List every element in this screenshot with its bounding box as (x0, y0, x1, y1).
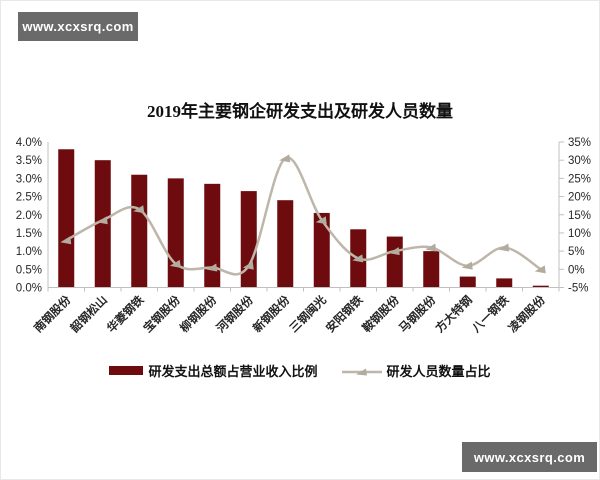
left-axis-tick-label: 3.5% (16, 155, 42, 167)
bar-方大特钢 (459, 276, 476, 288)
bar-韶钢松山 (94, 160, 111, 288)
category-label-华菱钢铁: 华菱钢铁 (104, 292, 147, 335)
bar-series-swatch-icon (109, 366, 144, 375)
legend-label-line-series: 研发人员数量占比 (386, 364, 491, 379)
right-axis-tick-label: 30% (568, 155, 591, 167)
category-label-马钢股份: 马钢股份 (396, 292, 439, 335)
right-axis-tick-label: 10% (568, 228, 591, 240)
bar-新钢股份 (277, 200, 294, 288)
chart-title: 2019年主要钢企研发支出及研发人员数量 (147, 102, 453, 121)
line-marker-马钢股份 (425, 243, 437, 252)
line-marker-三钢闽光 (315, 216, 327, 225)
category-label-鞍钢股份: 鞍钢股份 (359, 292, 402, 335)
bar-柳钢股份 (204, 183, 221, 288)
right-axis-tick-label: 15% (568, 210, 591, 222)
category-label-新钢股份: 新钢股份 (250, 292, 293, 335)
right-axis-tick-label: 25% (568, 173, 591, 185)
left-axis-tick-label: 3.0% (16, 173, 42, 185)
category-label-韶钢松山: 韶钢松山 (67, 293, 109, 335)
bar-八一钢铁 (496, 278, 513, 288)
line-marker-河钢股份 (242, 261, 254, 270)
left-axis-tick-label: 2.5% (16, 192, 42, 204)
left-axis-tick-label: 1.0% (16, 246, 42, 258)
left-axis-tick-label: 4.0% (16, 137, 42, 149)
line-marker-韶钢松山 (96, 216, 108, 225)
bar-凌钢股份 (532, 285, 549, 288)
bar-南钢股份 (58, 149, 75, 288)
line-marker-鞍钢股份 (388, 247, 400, 256)
line-marker-凌钢股份 (534, 265, 546, 274)
line-series-path (65, 156, 542, 276)
category-label-宝钢股份: 宝钢股份 (140, 292, 183, 335)
watermark-bottom-right: www.xcxsrq.com (462, 442, 597, 472)
line-marker-柳钢股份 (206, 263, 218, 272)
left-axis-tick-label: 1.5% (16, 228, 42, 240)
bar-三钢闽光 (313, 212, 330, 288)
left-axis-tick-label: 0.0% (16, 283, 42, 295)
legend-item-bar-series: 研发支出总额占营业收入比例 (109, 361, 318, 380)
category-label-河钢股份: 河钢股份 (213, 292, 256, 335)
line-marker-宝钢股份 (169, 259, 181, 268)
right-axis-tick-label: 5% (568, 246, 585, 258)
category-label-凌钢股份: 凌钢股份 (505, 292, 548, 335)
left-axis-tick-label: 2.0% (16, 210, 42, 222)
category-label-三钢闽光: 三钢闽光 (286, 292, 329, 335)
category-label-柳钢股份: 柳钢股份 (177, 292, 220, 335)
chart-legend: 研发支出总额占营业收入比例 研发人员数量占比 (1, 361, 599, 380)
line-marker-八一钢铁 (498, 243, 510, 252)
watermark-top-left: www.xcxsrq.com (18, 12, 138, 41)
line-marker-方大特钢 (461, 261, 473, 270)
line-marker-安阳钢铁 (352, 254, 364, 263)
legend-label-bar-series: 研发支出总额占营业收入比例 (148, 364, 318, 379)
category-label-八一钢铁: 八一钢铁 (468, 292, 511, 335)
right-axis-tick-label: 0% (568, 264, 585, 276)
bar-宝钢股份 (167, 178, 184, 288)
line-marker-新钢股份 (279, 154, 291, 163)
right-axis-tick-label: -5% (568, 283, 588, 295)
bar-马钢股份 (423, 251, 440, 288)
legend-item-line-series: 研发人员数量占比 (341, 361, 491, 380)
right-axis-tick-label: 20% (568, 192, 591, 204)
bar-鞍钢股份 (386, 236, 403, 288)
category-label-方大特钢: 方大特钢 (432, 293, 474, 335)
category-label-南钢股份: 南钢股份 (31, 292, 74, 335)
line-marker-华菱钢铁 (133, 205, 145, 214)
line-series-swatch-icon (341, 365, 382, 377)
left-axis-tick-label: 0.5% (16, 264, 42, 276)
line-marker-南钢股份 (60, 236, 72, 245)
category-label-安阳钢铁: 安阳钢铁 (323, 292, 366, 335)
bar-华菱钢铁 (131, 174, 148, 288)
right-axis-tick-label: 35% (568, 137, 591, 149)
